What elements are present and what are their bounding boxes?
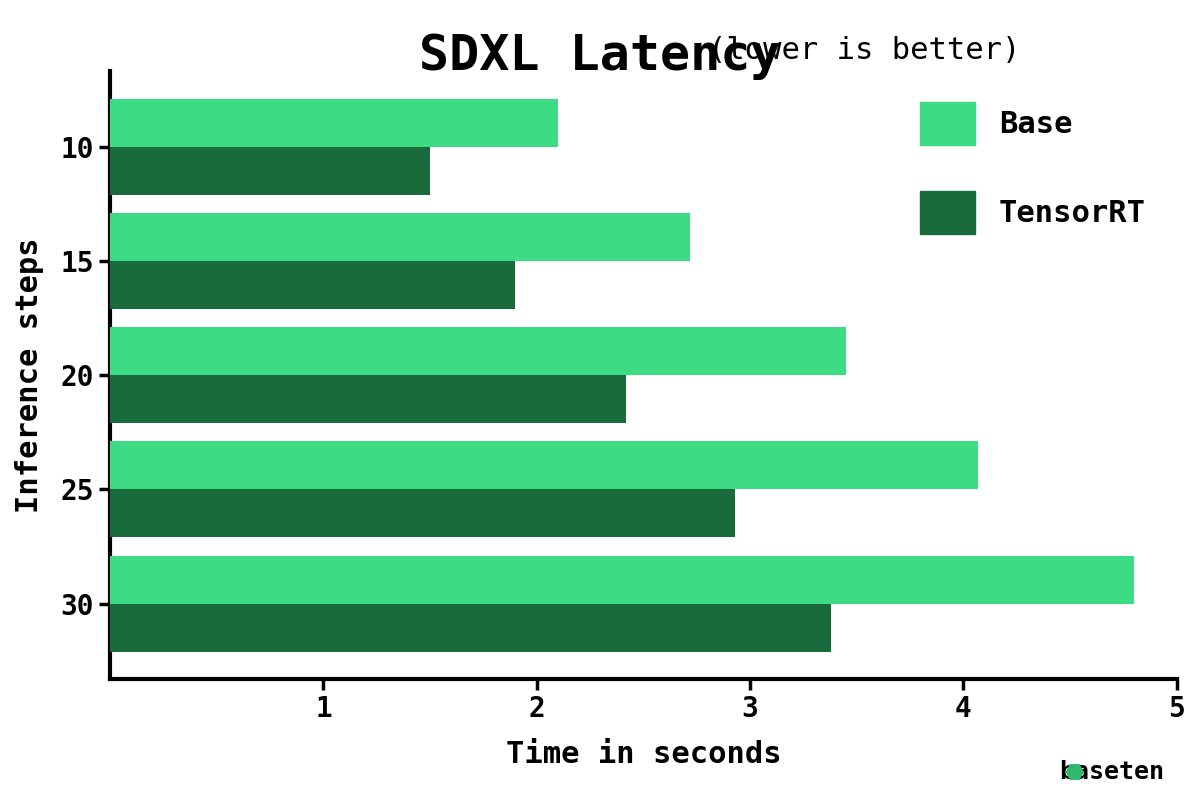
Bar (110, 213, 690, 261)
Text: ⬣: ⬣ (1064, 762, 1084, 782)
Bar (110, 604, 832, 652)
Bar (110, 490, 736, 538)
X-axis label: Time in seconds: Time in seconds (505, 740, 781, 769)
Bar (110, 375, 626, 423)
Bar (110, 556, 1134, 604)
Bar (110, 327, 846, 375)
Bar (110, 261, 516, 309)
Text: (lower is better): (lower is better) (708, 36, 1020, 65)
Legend: Base, TensorRT: Base, TensorRT (905, 86, 1162, 249)
Text: SDXL Latency: SDXL Latency (419, 32, 781, 80)
Y-axis label: Inference steps: Inference steps (14, 238, 44, 513)
Bar (110, 146, 430, 194)
Bar (110, 98, 558, 146)
Text: baseten: baseten (1060, 760, 1164, 784)
Bar (110, 442, 978, 490)
